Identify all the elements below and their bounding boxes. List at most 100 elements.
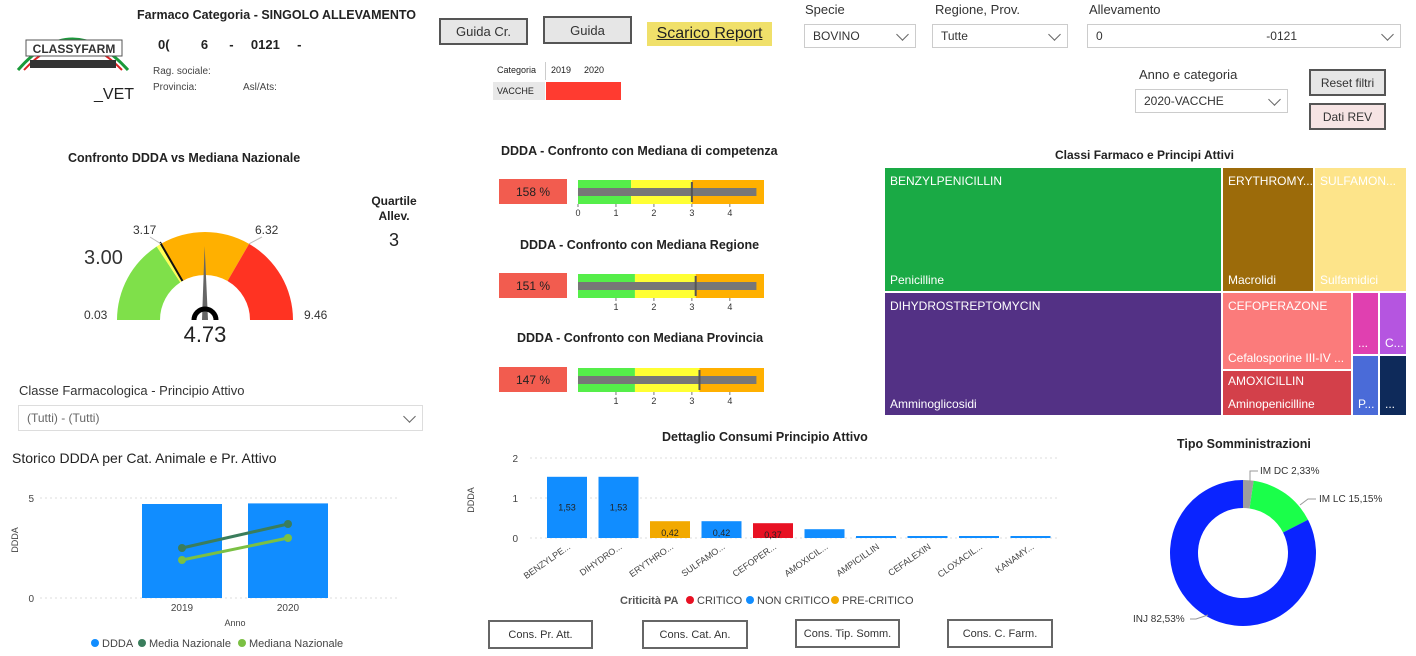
specie-label: Specie bbox=[805, 2, 845, 17]
bullet-tick-label-0-2: 2 bbox=[651, 208, 656, 218]
treemap-cell-benzylpenicillin[interactable]: BENZYLPENICILLIN Penicilline bbox=[884, 167, 1222, 292]
legend-mediana: Mediana Nazionale bbox=[249, 638, 343, 650]
reset-filtri-button[interactable]: Reset filtri bbox=[1309, 69, 1386, 96]
donut-slice-im-dc[interactable] bbox=[1243, 480, 1254, 509]
dettaglio-bar-9[interactable] bbox=[1010, 536, 1051, 538]
cons-cat-an-button[interactable]: Cons. Cat. An. bbox=[642, 620, 748, 649]
dettaglio-bar-2[interactable] bbox=[650, 521, 690, 538]
allevamento-dropdown[interactable]: 0 -0121 bbox=[1087, 24, 1401, 48]
storico-ylabel: DDDA bbox=[10, 527, 20, 553]
dettaglio-bar-8[interactable] bbox=[959, 536, 999, 538]
regione-label: Regione, Prov. bbox=[935, 2, 1021, 17]
cons-pr-att-button[interactable]: Cons. Pr. Att. bbox=[488, 620, 593, 649]
cons-tip-somm-button[interactable]: Cons. Tip. Somm. bbox=[795, 619, 900, 648]
treemap-cell-small-magenta[interactable]: ... bbox=[1352, 292, 1379, 355]
dettaglio-ytick: 1 bbox=[512, 494, 518, 505]
treemap-cell-dihydrostreptomycin[interactable]: DIHYDROSTREPTOMYCIN Amminoglicosidi bbox=[884, 292, 1222, 416]
storico-line-2 bbox=[181, 536, 289, 562]
dettaglio-xtick-2: ERYTHRO... bbox=[627, 541, 675, 579]
dettaglio-xtick-9: KANAMY... bbox=[994, 541, 1036, 575]
dettaglio-xtick-0: BENZYLPE... bbox=[522, 541, 572, 580]
treemap-cell-label: AMOXICILLIN bbox=[1228, 374, 1305, 388]
dettaglio-bar-5[interactable] bbox=[804, 529, 845, 538]
donut-leader-inj bbox=[1190, 614, 1209, 620]
donut-chart: IM DC 2,33% IM LC 15,15% INJ 82,53% bbox=[1133, 466, 1382, 626]
dettaglio-legend-title: Criticità PA bbox=[620, 595, 679, 607]
legend-ddda: DDDA bbox=[102, 638, 134, 650]
storico-bar-2020[interactable] bbox=[248, 503, 328, 598]
chevron-down-icon bbox=[896, 27, 909, 41]
treemap-cell-small-purple[interactable]: C... bbox=[1379, 292, 1407, 355]
cons-c-farm-button[interactable]: Cons. C. Farm. bbox=[947, 619, 1053, 648]
storico-ytick: 5 bbox=[28, 494, 34, 505]
mini-table-header-2020: 2020 bbox=[584, 65, 605, 75]
dati-rev-button[interactable]: Dati REV bbox=[1309, 103, 1386, 130]
dettaglio-xtick-7: CEFALEXIN bbox=[886, 541, 932, 578]
treemap-cell-sulfamon[interactable]: SULFAMON... Sulfamidici bbox=[1314, 167, 1407, 292]
bullet-bar-0 bbox=[578, 188, 757, 196]
farm-code: 0( 6 - 0121 - bbox=[158, 37, 301, 52]
classe-dropdown[interactable]: (Tutti) - (Tutti) bbox=[18, 405, 423, 431]
storico-title: Storico DDDA per Cat. Animale e Pr. Atti… bbox=[12, 450, 277, 466]
classe-value: (Tutti) - (Tutti) bbox=[27, 411, 100, 425]
bullet-tick-label-1-4: 4 bbox=[727, 302, 732, 312]
anno-label: Anno e categoria bbox=[1139, 67, 1238, 82]
storico-xtick-2020: 2020 bbox=[277, 603, 300, 614]
dettaglio-bar-3[interactable] bbox=[701, 521, 742, 538]
anno-value: 2020-VACCHE bbox=[1144, 94, 1224, 108]
treemap-cell-label: CEFOPERAZONE bbox=[1228, 299, 1328, 313]
legend-mediana-dot bbox=[238, 639, 246, 647]
bullet-tick-label-2-2: 2 bbox=[651, 396, 656, 406]
dettaglio-bar-7[interactable] bbox=[907, 536, 948, 538]
dettaglio-ytick: 0 bbox=[512, 534, 518, 545]
specie-dropdown[interactable]: BOVINO bbox=[804, 24, 916, 48]
vet-label: _VET bbox=[94, 86, 135, 103]
quartile-title-line1: Quartile bbox=[371, 194, 417, 208]
scarico-report-button[interactable]: Scarico Report bbox=[647, 22, 772, 46]
treemap-cell-amoxicillin[interactable]: AMOXICILLIN Aminopenicilline bbox=[1222, 370, 1352, 416]
storico-point-1-1 bbox=[284, 520, 292, 528]
gauge-q1-label: 3.00 bbox=[84, 247, 123, 269]
donut-label-imdc: IM DC 2,33% bbox=[1260, 466, 1320, 477]
quartile-title: Quartile Allev. bbox=[361, 194, 427, 224]
treemap-cell-label: ... bbox=[1385, 397, 1396, 411]
gauge-band-0 bbox=[117, 246, 181, 320]
treemap-cell-small-navy[interactable]: ... bbox=[1379, 355, 1407, 416]
regione-dropdown[interactable]: Tutte bbox=[932, 24, 1068, 48]
storico-xtick-2019: 2019 bbox=[171, 603, 194, 614]
farm-code-a: 0( bbox=[158, 37, 170, 52]
mini-heat-table: Categoria 2019 2020 VACCHE bbox=[493, 62, 623, 102]
anno-dropdown[interactable]: 2020-VACCHE bbox=[1135, 89, 1288, 113]
dettaglio-bar-6[interactable] bbox=[856, 536, 896, 538]
donut-leader-imlc bbox=[1299, 498, 1316, 506]
dettaglio-bar-1[interactable] bbox=[598, 476, 639, 538]
dettaglio-bar-4[interactable] bbox=[753, 523, 793, 538]
asl-label: Asl/Ats: bbox=[243, 82, 277, 93]
treemap-cell-cefoperazone[interactable]: CEFOPERAZONE Cefalosporine III-IV ... bbox=[1222, 292, 1352, 370]
farm-code-d: - bbox=[297, 37, 302, 52]
bullet-pct-3: 147 % bbox=[499, 367, 567, 392]
mini-table-row-label: VACCHE bbox=[493, 82, 545, 100]
quartile-value: 3 bbox=[388, 230, 399, 250]
guida-cr-button[interactable]: Guida Cr. bbox=[439, 18, 528, 45]
guida-button[interactable]: Guida bbox=[543, 16, 632, 44]
bullet-tick-label-1-1: 1 bbox=[613, 302, 618, 312]
dettaglio-xtick-3: SULFAMO... bbox=[680, 541, 727, 578]
donut-slice-im-lc[interactable] bbox=[1249, 480, 1308, 533]
treemap-cell-class: Macrolidi bbox=[1228, 273, 1277, 287]
dettaglio-bar-0[interactable] bbox=[547, 476, 587, 538]
regione-value: Tutte bbox=[941, 29, 968, 43]
dettaglio-title: Dettaglio Consumi Principio Attivo bbox=[662, 430, 868, 444]
donut-leader-imdc bbox=[1249, 470, 1258, 482]
dettaglio-data-label-2: 0,42 bbox=[661, 528, 679, 538]
page-title: Farmaco Categoria - SINGOLO ALLEVAMENTO bbox=[137, 8, 416, 22]
bullet-tick-label-0-1: 1 bbox=[613, 208, 618, 218]
treemap-cell-class: Amminoglicosidi bbox=[890, 397, 977, 411]
treemap-cell-erythromycin[interactable]: ERYTHROMY... Macrolidi bbox=[1222, 167, 1314, 292]
treemap-cell-small-blue[interactable]: P... bbox=[1352, 355, 1379, 416]
gauge-max-label: 9.46 bbox=[304, 308, 328, 322]
donut-slice-inj[interactable] bbox=[1170, 480, 1316, 626]
bullet-tick-label-0-0: 0 bbox=[575, 208, 580, 218]
legend-noncritico-dot bbox=[746, 596, 754, 604]
gauge-q3-label: 6.32 bbox=[255, 223, 279, 237]
